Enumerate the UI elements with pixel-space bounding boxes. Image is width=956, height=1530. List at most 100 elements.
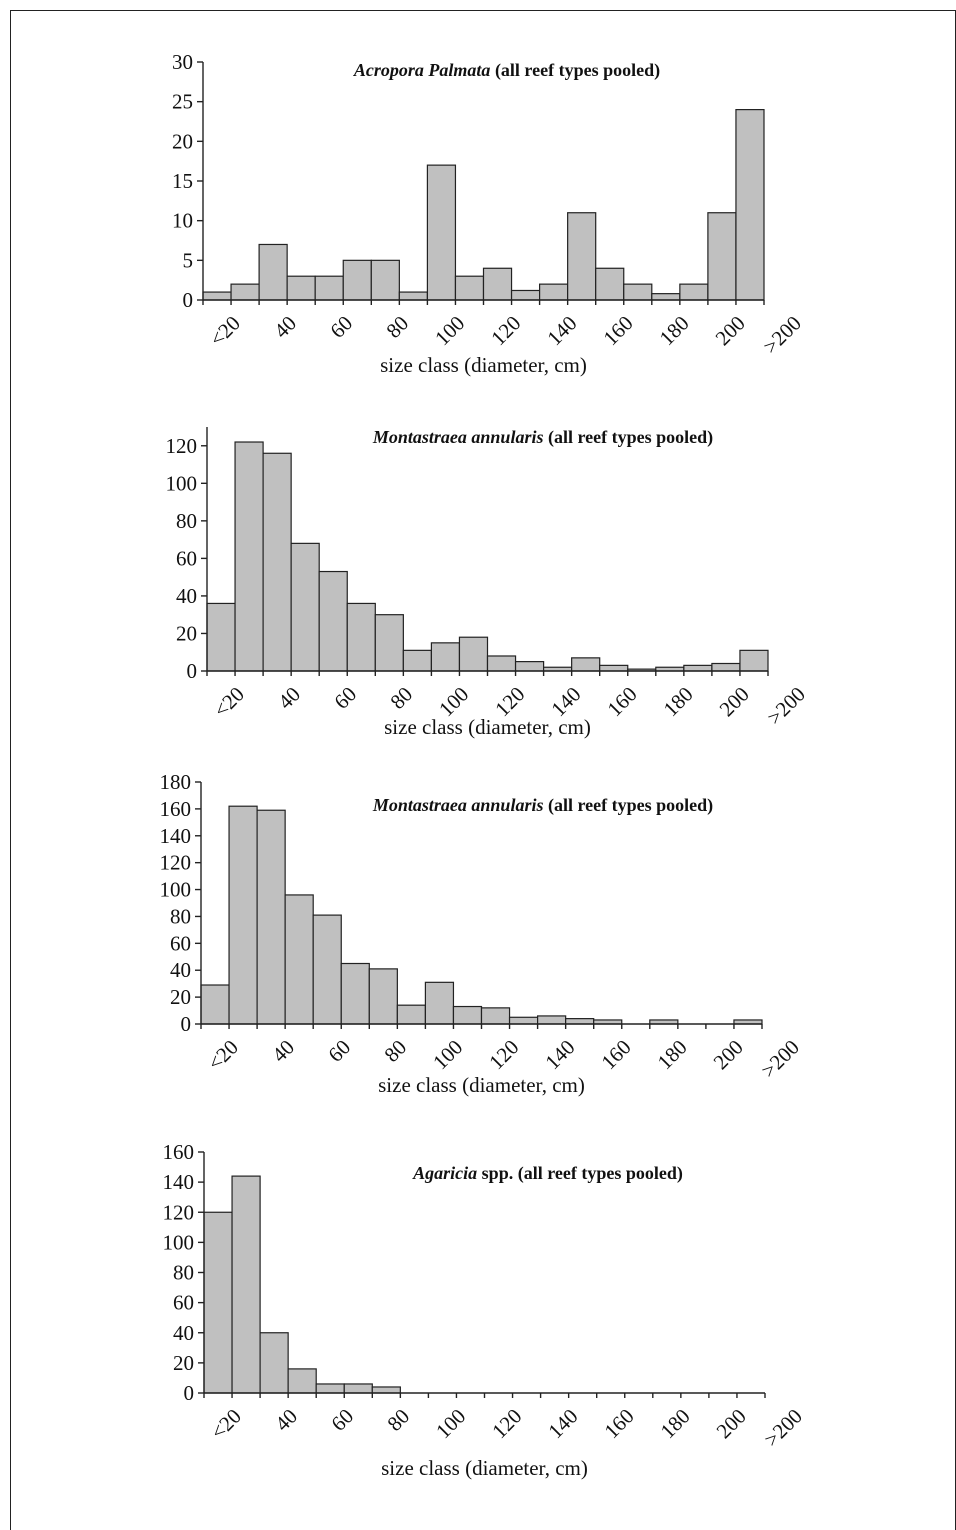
x-tick-label: 180 [659,682,698,721]
x-tick-label: 200 [712,1404,751,1443]
bar [206,602,236,672]
chart-title-suffix: (all reef types pooled) [543,427,713,448]
bar [346,602,376,672]
x-tick-label: 140 [542,311,581,350]
bar [262,452,292,672]
y-tick-label: 0 [183,288,194,312]
x-tick-label: >200 [756,1035,804,1083]
bar [599,664,629,672]
bar [258,243,288,301]
y-tick-label: 160 [160,797,192,821]
y-tick-label: 15 [172,169,193,193]
x-tick-label: 40 [273,682,305,714]
bar [230,283,260,301]
chart-title: Montastraea annularis (all reef types po… [372,427,713,448]
bar [486,655,517,672]
x-tick-label: 200 [709,1035,748,1074]
y-tick-label: 60 [170,931,191,955]
chart-panel-4: 0 20 40 60 80 100 120 140 160 <20 40 60 80 100 120 140 1… [163,1140,807,1480]
x-tick-label: 80 [379,1035,411,1067]
x-tick-label: 160 [598,311,637,350]
bar [430,642,461,672]
x-tick-label: 80 [381,311,413,343]
bar [508,1016,539,1025]
bar [371,1386,401,1394]
bar [679,283,709,301]
y-tick-label: 20 [170,985,191,1009]
y-tick-label: 0 [184,1381,195,1405]
bar [312,914,342,1025]
bar [536,1015,567,1025]
chart-title-species: Montastraea annularis [372,427,544,447]
chart-title-species: Agaricia [412,1163,477,1183]
x-tick-label: <20 [209,682,249,722]
y-tick-label: 120 [160,851,192,875]
bar [370,259,400,301]
y-tick-label: 20 [173,1351,194,1375]
bar [426,164,457,301]
bar [287,1368,317,1394]
x-tick-label: 180 [655,311,694,350]
chart-title-suffix: spp. (all reef types pooled) [477,1163,683,1184]
bar [286,275,316,301]
x-tick-label: 80 [385,682,417,714]
x-tick-label: 40 [270,1404,302,1436]
bar [200,984,230,1025]
bar [458,636,489,672]
y-tick-label: 40 [170,958,191,982]
bar [735,108,765,301]
bar [480,1007,511,1025]
x-tick-label: <20 [203,1035,243,1075]
bar [739,649,769,672]
bar [398,291,429,301]
bar [203,1211,233,1394]
x-tick-label: 200 [715,682,754,721]
bar [231,1175,261,1394]
x-tick-label: 80 [382,1404,414,1436]
bar [256,809,286,1025]
y-tick-label: 0 [187,659,198,683]
x-tick-label: 160 [596,1035,635,1074]
y-tick-label: 80 [173,1261,194,1285]
y-tick-label: 30 [172,50,193,74]
x-axis-title: size class (diameter, cm) [378,1073,585,1097]
bar [315,1383,345,1394]
bar [402,649,433,672]
y-tick-label: 80 [170,904,191,928]
bar [202,291,232,301]
y-tick-label: 180 [160,770,192,794]
x-tick-label: 160 [599,1404,638,1443]
chart-title-species: Montastraea annularis [372,795,544,815]
bar [374,614,404,672]
bar [454,275,485,301]
bar [234,441,264,672]
y-tick-label: 60 [173,1291,194,1315]
x-tick-label: 60 [325,311,357,343]
y-tick-label: 120 [163,1200,195,1224]
bar [595,267,625,301]
bar [571,657,601,672]
y-tick-label: 20 [176,621,197,645]
chart-title: Acropora Palmata (all reef types pooled) [353,60,660,81]
bar [396,1004,427,1025]
x-tick-label: 60 [329,682,361,714]
y-tick-label: 5 [183,248,194,272]
chart-title-species: Acropora Palmata [353,60,491,80]
x-tick-label: 180 [656,1404,695,1443]
y-tick-label: 60 [176,546,197,570]
x-tick-label: 160 [602,682,641,721]
chart-title-suffix: (all reef types pooled) [543,795,713,816]
bar [538,283,569,301]
bar [340,962,370,1025]
bar [514,661,545,672]
x-tick-label: 40 [269,311,301,343]
x-tick-label: 40 [267,1035,299,1067]
x-tick-label: 100 [428,1035,467,1074]
y-tick-label: 100 [166,471,198,495]
y-tick-label: 100 [163,1230,195,1254]
x-tick-label: 200 [711,311,750,350]
x-tick-label: >200 [759,1404,807,1452]
x-tick-label: 60 [326,1404,358,1436]
